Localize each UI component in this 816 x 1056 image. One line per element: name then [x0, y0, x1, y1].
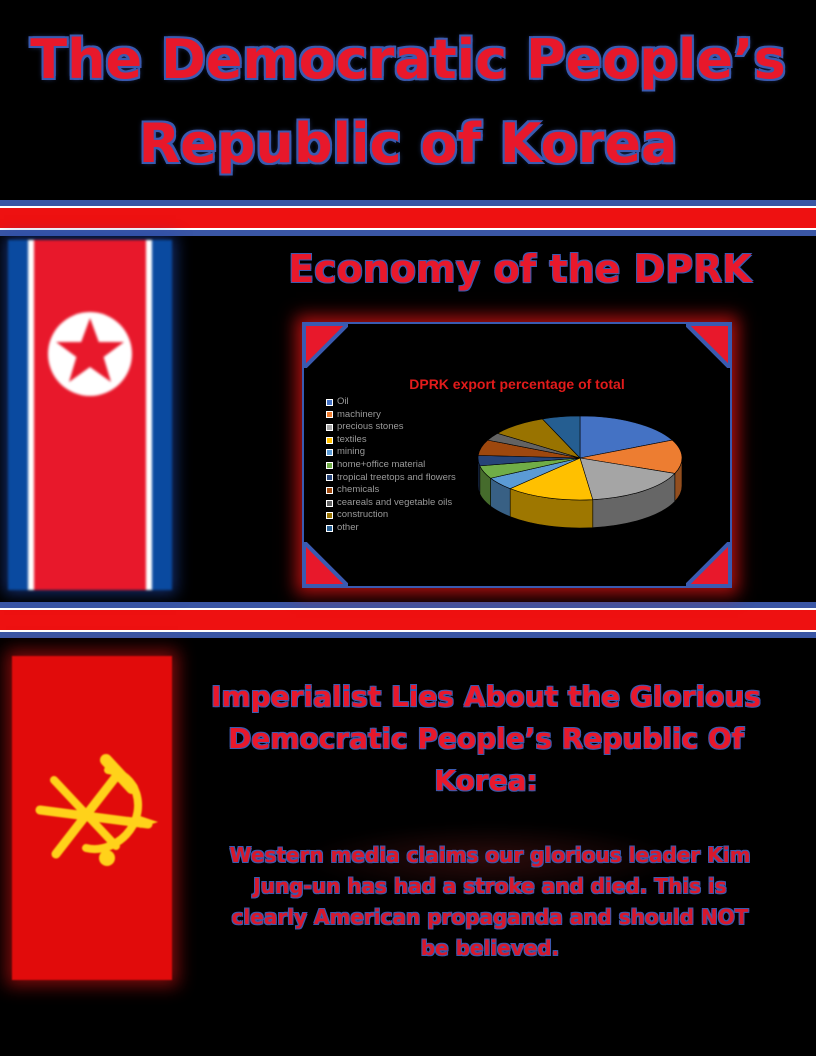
pie-slice [541, 415, 581, 459]
legend-swatch [326, 499, 333, 507]
economy-heading: Economy of the DPRK [288, 247, 752, 291]
hammer-sickle-brush-icon [35, 754, 158, 866]
export-pie-chart [477, 415, 683, 529]
legend-swatch [326, 449, 333, 457]
page-title-line2: Republic of Korea [138, 112, 678, 175]
lies-body-line1: Western media claims our glorious leader… [229, 843, 751, 867]
lies-heading-line3: Korea: [434, 764, 538, 797]
legend-item: chemicals [326, 484, 456, 497]
lies-heading-line2: Democratic People’s Republic Of [228, 722, 744, 755]
export-chart-frame: DPRK export percentage of total Oil machi… [302, 322, 732, 588]
legend-item: tropical treetops and flowers [326, 472, 456, 485]
lies-heading: Imperialist Lies About the Glorious Demo… [200, 676, 772, 802]
legend-item: precious stones [326, 421, 456, 434]
frame-corner-bottom-left-icon [304, 542, 348, 586]
lies-body-line3: clearly American propaganda and should N… [231, 905, 749, 929]
legend-label: construction [337, 509, 389, 521]
legend-label: ceareals and vegetable oils [337, 496, 453, 508]
legend-label: home+office material [337, 458, 426, 470]
legend-swatch [326, 411, 333, 419]
frame-corner-bottom-right-icon [686, 542, 730, 586]
lies-heading-line1: Imperialist Lies About the Glorious [211, 680, 761, 713]
legend-swatch [326, 512, 333, 520]
middle-divider-stripe [0, 602, 816, 638]
legend-item: machinery [326, 409, 456, 422]
lies-body-text: Western media claims our glorious leader… [220, 840, 760, 964]
top-divider-stripe [0, 200, 816, 236]
legend-label: tropical treetops and flowers [337, 471, 456, 483]
legend-item: home+office material [326, 459, 456, 472]
legend-item: Oil [326, 396, 456, 409]
lies-body-line2: Jung-un has had a stroke and died. This … [253, 874, 727, 898]
pie-slice [579, 457, 676, 500]
legend-swatch [326, 436, 333, 444]
flag-white-disc [48, 312, 132, 396]
red-star-icon [56, 318, 124, 382]
chart-legend: Oil machinery precious stones textiles minin… [326, 396, 456, 535]
pie-slice [579, 439, 683, 474]
legend-swatch [326, 486, 333, 494]
legend-swatch [326, 398, 333, 406]
chart-title: DPRK export percentage of total [409, 376, 625, 392]
legend-label: mining [337, 446, 365, 458]
lies-body-line4: be believed. [420, 936, 560, 960]
legend-swatch [326, 461, 333, 469]
legend-label: Oil [337, 396, 349, 407]
legend-swatch [326, 474, 333, 482]
legend-item: construction [326, 509, 456, 522]
frame-corner-top-left-icon [304, 324, 348, 368]
pie-slice [579, 415, 673, 459]
legend-label: textiles [337, 433, 367, 445]
legend-label: other [337, 521, 359, 533]
north-korea-flag-icon [8, 240, 172, 590]
pie-slice [509, 457, 594, 501]
legend-label: chemicals [337, 484, 380, 496]
legend-label: precious stones [337, 421, 404, 433]
ghost-text-blur-2 [300, 824, 680, 894]
workers-party-flag-icon [12, 656, 172, 980]
page-title-line1: The Democratic People’s [30, 28, 786, 91]
legend-item: textiles [326, 434, 456, 447]
legend-swatch [326, 423, 333, 431]
legend-item: mining [326, 446, 456, 459]
page-title: The Democratic People’s Republic of Kore… [0, 18, 816, 186]
legend-swatch [326, 524, 333, 532]
legend-label: machinery [337, 408, 381, 420]
legend-item: ceareals and vegetable oils [326, 497, 456, 510]
legend-item: other [326, 522, 456, 535]
frame-corner-top-right-icon [686, 324, 730, 368]
